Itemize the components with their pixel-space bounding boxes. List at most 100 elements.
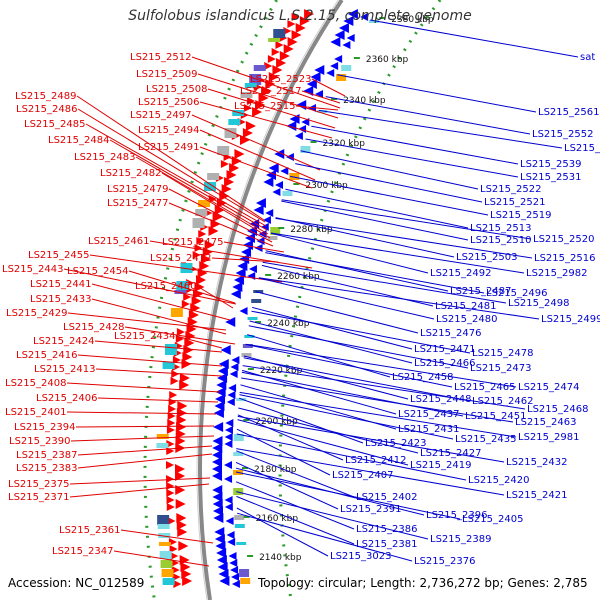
cds-block xyxy=(270,227,281,235)
forward-gene-arrow xyxy=(176,408,187,418)
forward-gene-arrow xyxy=(268,72,279,82)
reverse-gene-arrow xyxy=(224,503,233,511)
reverse-gene-arrow xyxy=(212,443,223,453)
left-gene-label: LS215_2401 xyxy=(5,407,66,418)
left-gene-label: LS215_2491 xyxy=(138,142,199,153)
backbone-highlight xyxy=(196,0,339,601)
cds-block xyxy=(282,191,293,196)
right-gene-label: LS215_2552 xyxy=(532,129,593,140)
reverse-gene-arrow xyxy=(212,464,223,474)
cds-block xyxy=(300,146,311,153)
left-gene-label: LS215_2497 xyxy=(130,110,191,121)
forward-gene-arrow xyxy=(226,170,237,180)
right-label-line xyxy=(242,365,526,410)
cds-block xyxy=(268,38,281,42)
reverse-gene-arrow xyxy=(225,419,234,427)
left-gene-label: LS215_2361 xyxy=(59,525,120,536)
left-gene-label: LS215_2428 xyxy=(63,322,124,333)
left-gene-label: LS215_2429 xyxy=(6,308,67,319)
right-label-line xyxy=(237,414,344,461)
cds-block xyxy=(180,263,193,273)
right-label-line xyxy=(235,481,355,530)
right-gene-label: LS215_2981 xyxy=(518,432,579,443)
right-gene-label: LS215_2402 xyxy=(356,492,417,503)
right-gene-label: LS215_2471 xyxy=(414,344,475,355)
cds-block xyxy=(228,119,241,125)
reverse-gene-arrow xyxy=(260,223,269,231)
cds-block xyxy=(174,290,187,294)
cds-block xyxy=(267,236,278,240)
forward-gene-arrow xyxy=(219,191,230,201)
cds-block xyxy=(341,65,352,71)
left-label-line xyxy=(175,335,223,349)
reverse-gene-arrow xyxy=(224,433,233,441)
reverse-gene-arrow xyxy=(224,475,233,483)
right-label-line xyxy=(275,217,533,259)
cds-block xyxy=(234,515,245,520)
left-gene-label: LS215_2383 xyxy=(16,463,77,474)
forward-gene-arrow xyxy=(258,93,269,103)
right-gene-label: LS215_2423 xyxy=(365,438,426,449)
reverse-gene-arrow xyxy=(215,387,226,397)
right-label-line xyxy=(238,397,364,444)
left-gene-label: LS215_2509 xyxy=(136,69,197,80)
left-label-line xyxy=(197,73,339,119)
cds-block xyxy=(156,443,169,448)
reverse-gene-arrow xyxy=(212,471,223,481)
right-gene-label: LS215_2421 xyxy=(506,490,567,501)
reverse-gene-arrow xyxy=(224,496,233,504)
reverse-gene-arrow xyxy=(224,440,233,448)
right-label-line xyxy=(281,200,469,241)
right-label-line xyxy=(241,371,464,417)
reverse-gene-arrow xyxy=(225,517,234,525)
right-label-line xyxy=(258,277,435,320)
forward-gene-arrow xyxy=(175,464,186,474)
accession-text: Accession: NC_012589 xyxy=(8,576,145,590)
reverse-gene-arrow xyxy=(338,23,349,33)
forward-gene-arrow xyxy=(252,107,263,117)
left-gene-label: LS215_2416 xyxy=(16,350,77,361)
reverse-gene-arrow xyxy=(229,370,238,378)
reverse-gene-arrow xyxy=(334,30,345,40)
forward-gene-arrow xyxy=(184,338,195,348)
right-label-line xyxy=(252,306,413,350)
left-label-line xyxy=(191,56,341,109)
left-gene-label: LS215_2479 xyxy=(107,184,168,195)
reverse-gene-arrow xyxy=(294,132,303,140)
left-gene-label: LS215_2477 xyxy=(107,198,168,209)
reverse-gene-arrow xyxy=(306,79,317,89)
left-gene-label: LS215_2375 xyxy=(8,479,69,490)
right-label-line xyxy=(243,357,471,402)
right-gene-label: LS215_2480 xyxy=(436,314,497,325)
left-label-line xyxy=(135,156,269,235)
reverse-gene-arrow xyxy=(216,380,227,390)
forward-gene-arrow xyxy=(196,237,205,245)
reverse-gene-arrow xyxy=(231,580,240,588)
forward-gene-arrow xyxy=(247,97,256,105)
left-label-line xyxy=(66,382,221,393)
forward-gene-arrow xyxy=(291,13,300,21)
right-gene-label: LS215_2405 xyxy=(462,514,523,525)
reverse-gene-arrow xyxy=(253,205,264,215)
right-gene-label: LS215_2389 xyxy=(430,534,491,545)
reverse-gene-arrow xyxy=(298,125,307,133)
right-gene-label: LS215_2431 xyxy=(398,424,459,435)
right-gene-label: LS215_2432 xyxy=(506,457,567,468)
forward-gene-arrow xyxy=(234,149,245,159)
right-label-line xyxy=(285,188,469,229)
right-label-line xyxy=(235,471,461,520)
reverse-gene-arrow xyxy=(212,450,223,460)
cds-block xyxy=(232,110,245,116)
reverse-gene-arrow xyxy=(226,531,235,539)
left-gene-label: LS215_2494 xyxy=(138,125,199,136)
right-label-line xyxy=(270,232,525,274)
cds-block xyxy=(242,344,253,348)
cds-block xyxy=(273,29,286,38)
forward-gene-arrow xyxy=(295,23,306,33)
right-gene-label: LS215_2448 xyxy=(410,394,471,405)
forward-gene-arrow xyxy=(179,380,190,390)
cds-block xyxy=(336,74,347,81)
kbp-label: 2200 kbp xyxy=(255,417,298,427)
